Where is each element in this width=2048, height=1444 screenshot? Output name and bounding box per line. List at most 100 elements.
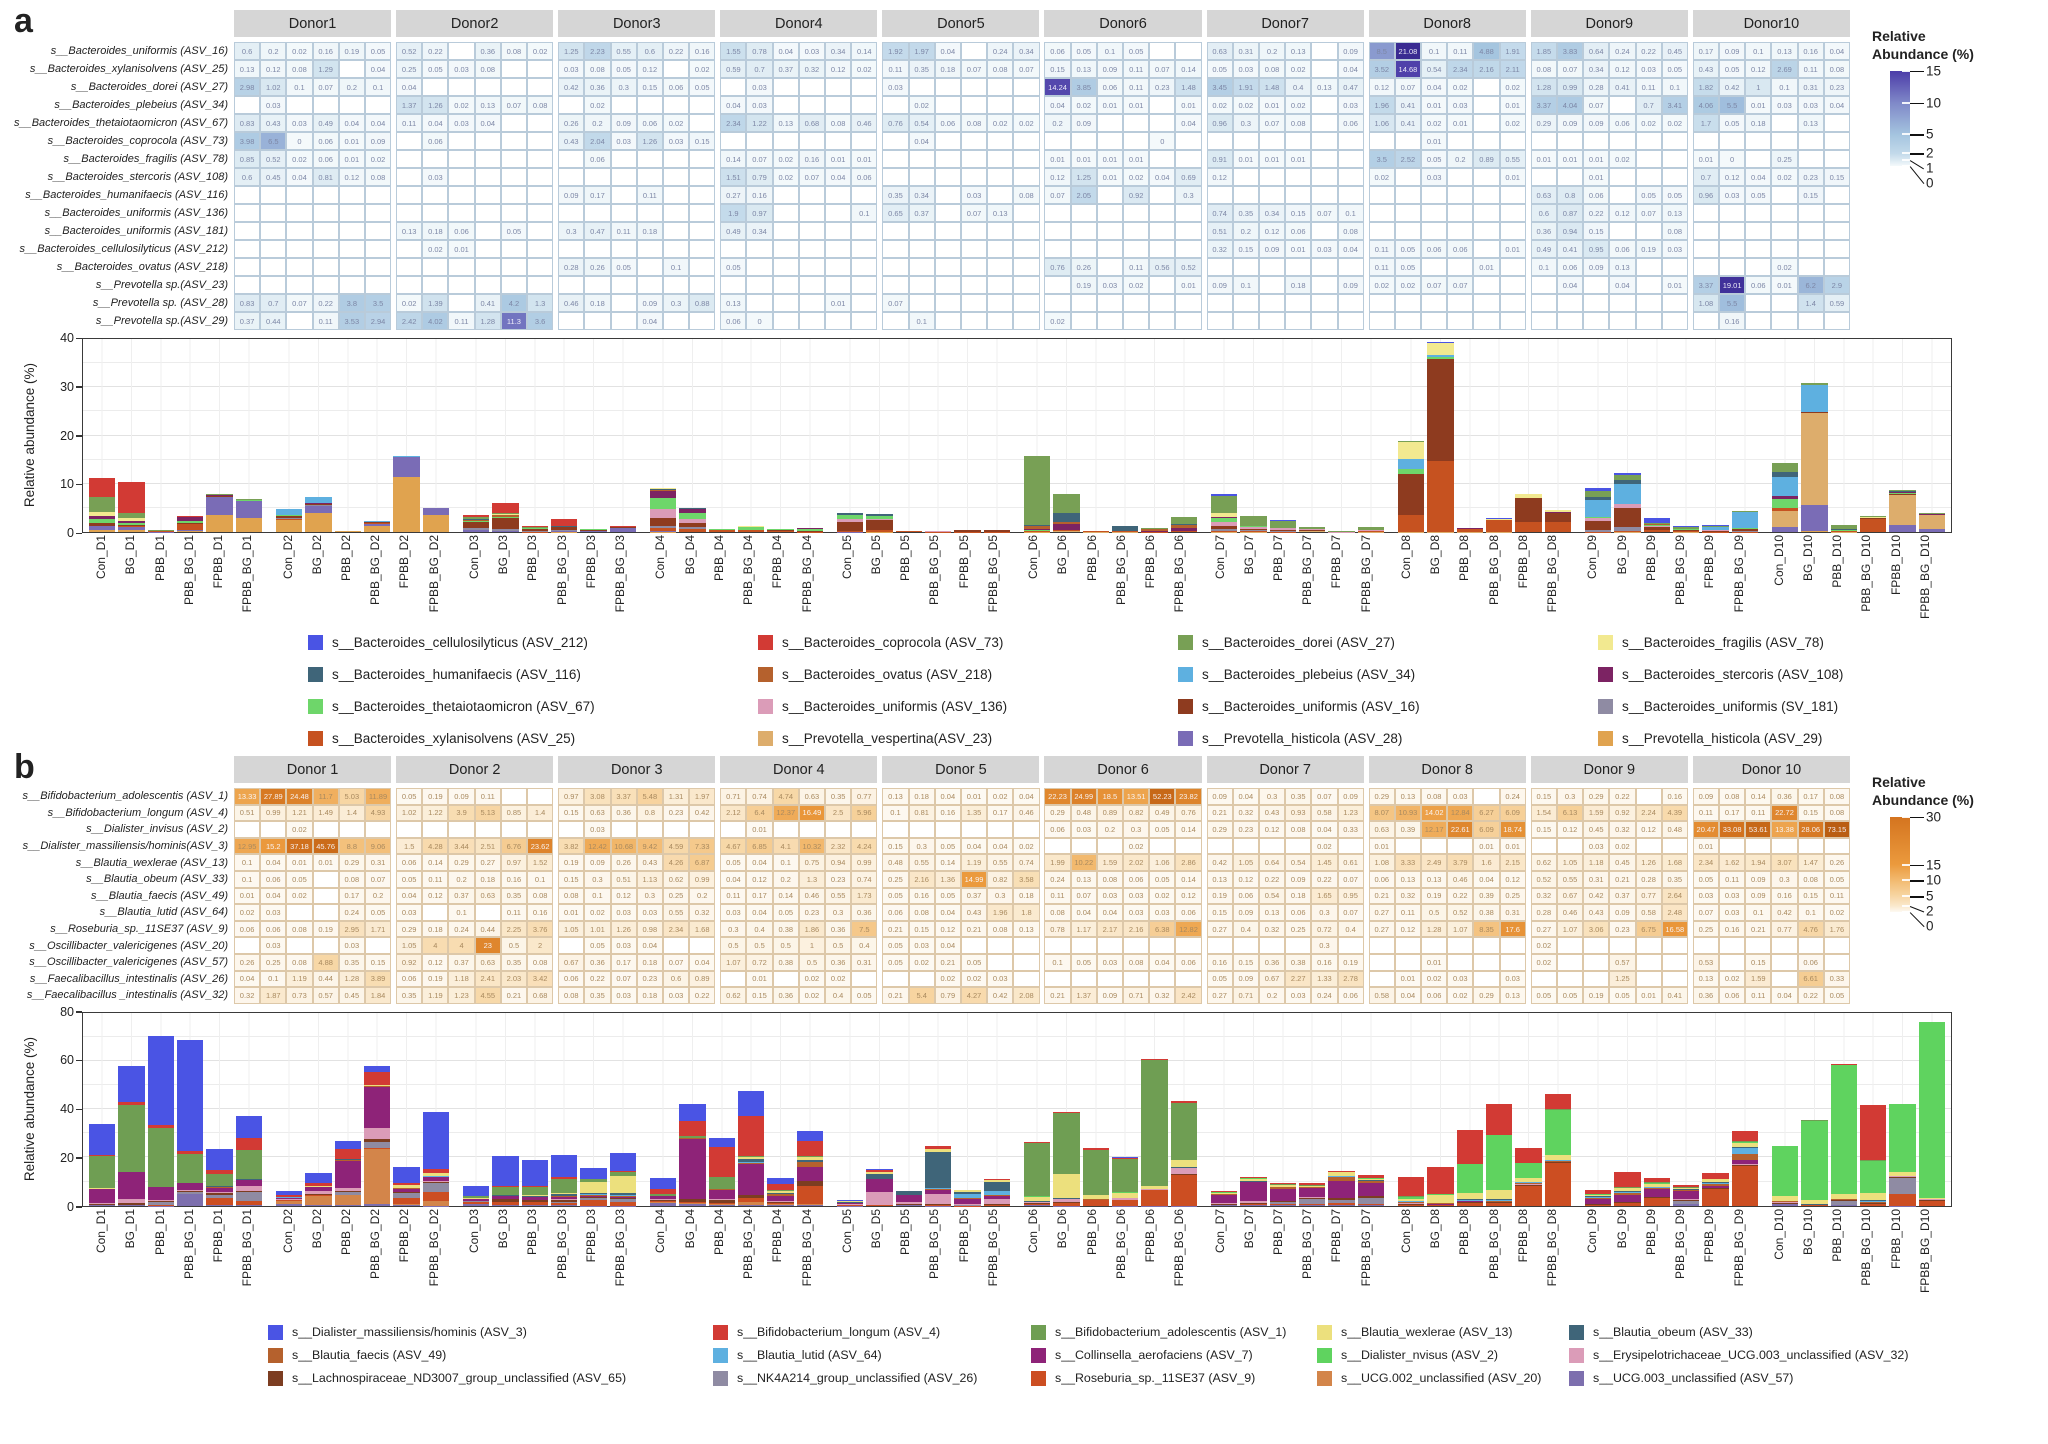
bar-segment	[796, 1204, 823, 1205]
heatmap-cell	[610, 821, 637, 838]
legend-label: s__Bacteroides_ovatus (ASV_218)	[782, 667, 993, 682]
heatmap-cell: 0.03	[662, 132, 690, 150]
bar-segment	[276, 1200, 303, 1204]
heatmap-cell: 0.42	[558, 78, 585, 96]
bar-segment	[609, 1192, 636, 1196]
heatmap-cell: 0.01	[1285, 240, 1312, 258]
x-tick-label: FPBB_D8	[1515, 1208, 1530, 1263]
heatmap-cell: 0.74	[851, 870, 878, 888]
heatmap-cell: 24.48	[286, 788, 313, 805]
heatmap-row: 0.02 0.03 0.24 0.05 0.03 0.1 0.11 0.16 0.01 0.02 0…	[234, 904, 1850, 921]
heatmap-cell: 0.06	[1556, 258, 1584, 276]
heatmap-cell: 0.45	[1583, 821, 1610, 838]
bar-segment	[422, 1183, 449, 1192]
heatmap-cell	[960, 42, 988, 60]
heatmap-cell	[1149, 186, 1176, 204]
heatmap-cell: 0.13	[1661, 204, 1688, 222]
heatmap-cell: 0.1	[1745, 42, 1772, 60]
legend-label: s__UCG.003_unclassified (ASV_57)	[1593, 1371, 1794, 1386]
legend-label: s__NK4A214_group_unclassified (ASV_26)	[737, 1371, 978, 1386]
bar	[895, 339, 922, 532]
bar	[924, 1012, 952, 1206]
heatmap-cell	[610, 240, 637, 258]
heatmap-cell	[987, 937, 1014, 954]
color-scale-tick-mark	[1902, 879, 1910, 882]
bar-segment	[1585, 516, 1612, 519]
bar-segment	[924, 1151, 952, 1189]
heatmap-cell: 3.83	[1556, 42, 1584, 60]
bar-segment	[954, 1203, 981, 1205]
heatmap-cell	[987, 186, 1014, 204]
bar	[708, 1012, 735, 1206]
legend-swatch	[1569, 1324, 1584, 1340]
heatmap-cell: 0.02	[987, 114, 1014, 132]
heatmap-cell: 1.65	[1311, 887, 1338, 905]
heatmap-row: 0.13 0.18 0.06 0.05 0.3 0.47 0.11 0.18 0.49 0.34 0…	[234, 222, 1850, 240]
heatmap-cell: 0.06	[720, 312, 747, 330]
bar-group	[89, 1012, 262, 1206]
heatmap-cell: 0.02	[908, 96, 935, 114]
heatmap-cell: 0.22	[689, 987, 716, 1004]
bar-segment	[1082, 1200, 1109, 1206]
heatmap-cell: 0.08	[527, 96, 554, 114]
heatmap-cell: 0.16	[500, 870, 528, 888]
heatmap-cell	[689, 114, 716, 132]
bar-segment	[1585, 1198, 1612, 1204]
x-tick-label: BG_D1	[123, 535, 138, 575]
heatmap-cell: 0.14	[1745, 788, 1772, 805]
bar-segment	[767, 1204, 794, 1206]
barchart-b: Relative abundance (%) 0 20 40 60 80	[16, 1005, 2040, 1214]
bar-segment	[1614, 1201, 1641, 1204]
bar-segment	[866, 518, 893, 521]
heatmap-cell: 0.05	[934, 837, 961, 855]
bar	[1211, 339, 1238, 532]
heatmap-cell: 0.72	[1311, 920, 1338, 938]
heatmap-cell: 0.16	[1771, 887, 1798, 905]
heatmap-cell	[1337, 132, 1364, 150]
bar-segment	[176, 1192, 204, 1194]
legend-swatch	[308, 731, 323, 746]
heatmap-row: 0.04 0.1 1.19 0.44 1.28 3.89 0.06 0.19 1.18 2.41 2…	[234, 970, 1850, 988]
heatmap-cell	[987, 240, 1014, 258]
heatmap-cell: 2.34	[720, 114, 747, 132]
heatmap-cell: 0.32	[1394, 887, 1422, 905]
x-tick-label: PBB_D6	[1084, 535, 1099, 582]
bar-segment	[492, 1201, 519, 1203]
bar-segment	[1918, 515, 1945, 530]
bar-segment	[1456, 1129, 1483, 1164]
x-tick-label: FPBB_BG_D4	[799, 535, 814, 613]
bar-segment	[492, 1195, 519, 1196]
bar-segment	[1269, 1187, 1296, 1189]
heatmap-cell	[1394, 837, 1422, 855]
heatmap-cell: 0.96	[1206, 114, 1233, 132]
heatmap-cell: 0.18	[1013, 887, 1040, 905]
heatmap-cell: 0.54	[1421, 60, 1448, 78]
heatmap-row: 0.85 0.52 0.02 0.06 0.01 0.02 0.06 0.14 0.07 0.02…	[234, 150, 1850, 168]
heatmap-cell: 0.1	[527, 870, 554, 888]
heatmap-cell: 0.05	[1149, 821, 1176, 838]
heatmap-cell: 0.44	[312, 970, 339, 988]
color-scale-tick-label: 2	[1926, 903, 1934, 919]
heatmap-cell: 0.28	[1530, 904, 1557, 921]
bar-segment	[1801, 504, 1828, 532]
heatmap-cell: 0.07	[1583, 96, 1610, 114]
bar-segment	[1269, 531, 1296, 532]
bar-segment	[796, 1159, 823, 1162]
heatmap-cell: 23.62	[527, 837, 554, 855]
heatmap-cell	[1609, 168, 1636, 186]
heatmap-cell: 0.04	[1232, 788, 1259, 805]
heatmap-cell: 0.01	[1096, 150, 1124, 168]
x-tick-label: PBB_BG_D9	[1673, 1208, 1688, 1279]
bar-segment	[235, 1201, 262, 1206]
heatmap-cell: 0.44	[474, 920, 501, 938]
heatmap-cell: 0.05	[720, 258, 747, 276]
heatmap-row-label: s__Prevotella sp.(ASV_29)	[95, 315, 228, 327]
heatmap-cell	[636, 240, 663, 258]
legend-item: s__Bacteroides_ovatus (ASV_218)	[758, 667, 1178, 682]
bar-segment	[737, 1195, 765, 1198]
bar-segment	[1614, 480, 1641, 485]
heatmap-cell	[584, 168, 611, 186]
heatmap-a-cells: 0.6 0.2 0.02 0.16 0.19 0.05 0.52 0.22 0.36 0.08 0.…	[234, 42, 1850, 330]
bar-segment	[1585, 1197, 1612, 1199]
heatmap-cell: 20.47	[1692, 821, 1720, 838]
